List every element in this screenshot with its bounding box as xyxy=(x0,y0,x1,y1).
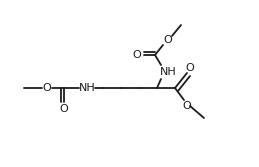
Text: NH: NH xyxy=(79,83,95,93)
Text: O: O xyxy=(186,63,194,73)
Text: O: O xyxy=(164,35,172,45)
Text: NH: NH xyxy=(160,67,176,77)
Text: O: O xyxy=(60,104,68,114)
Text: O: O xyxy=(43,83,51,93)
Text: O: O xyxy=(183,101,191,111)
Text: O: O xyxy=(133,50,141,60)
